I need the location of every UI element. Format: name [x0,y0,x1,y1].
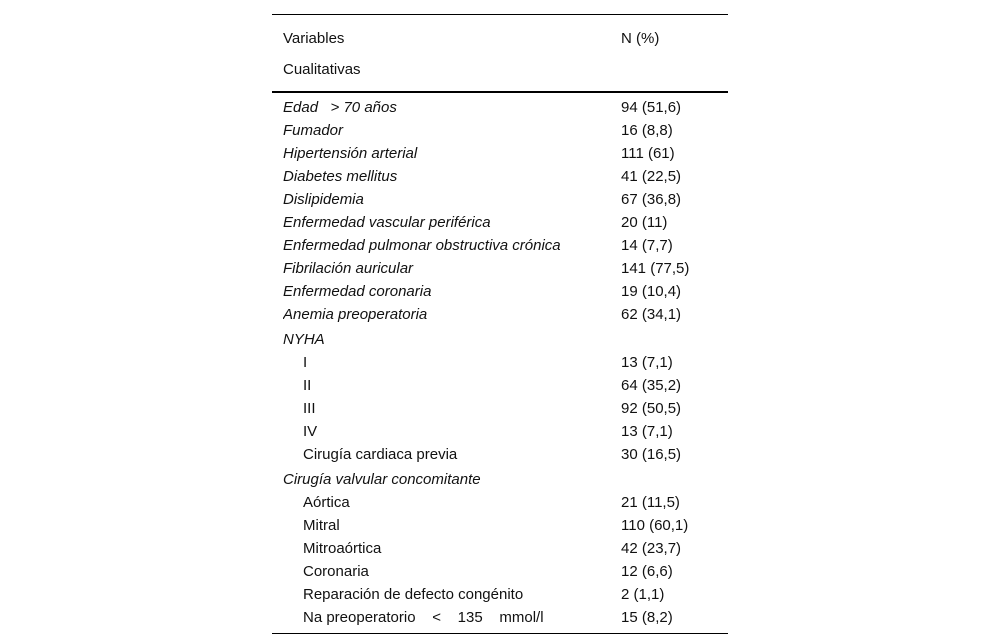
row-label: Edad > 70 años [283,99,397,116]
row-value: 20 (11) [621,214,668,231]
row-value: 92 (50,5) [621,400,682,417]
table-row: Anemia preoperatoria 62 (34,1) [272,303,728,326]
row-value: 13 (7,1) [621,354,673,371]
table-row: Mitral 110 (60,1) [272,514,728,537]
row-value: 41 (22,5) [621,168,682,185]
table-row: IV 13 (7,1) [272,420,728,443]
table-row: Fumador 16 (8,8) [272,119,728,142]
row-label: Coronaria [303,563,369,580]
row-value: 67 (36,8) [621,191,682,208]
table-row: Hipertensión arterial 111 (61) [272,142,728,165]
row-value: 2 (1,1) [621,586,665,603]
table-row: Fibrilación auricular 141 (77,5) [272,257,728,280]
row-value: 110 (60,1) [621,517,689,534]
header-n-percent-column: N (%) [621,30,660,47]
row-value: 111 (61) [621,145,675,162]
row-label: Cirugía cardiaca previa [303,446,458,463]
row-label: Anemia preoperatoria [283,306,428,323]
row-value: 62 (34,1) [621,306,682,323]
row-label: Mitroaórtica [303,540,382,557]
row-value: 21 (11,5) [621,494,680,511]
row-value: 42 (23,7) [621,540,682,557]
table-row: Enfermedad coronaria 19 (10,4) [272,280,728,303]
table-body: Edad > 70 años 94 (51,6) Fumador 16 (8,8) Hi… [272,93,728,633]
row-label: Enfermedad vascular periférica [283,214,491,231]
table-row: II 64 (35,2) [272,374,728,397]
table-row: Aórtica 21 (11,5) [272,491,728,514]
row-label: Aórtica [303,494,350,511]
header-variables-column: Variables Cualitativas [283,23,621,85]
row-value: 15 (8,2) [621,609,673,626]
row-label: IV [303,423,318,440]
row-label: Enfermedad coronaria [283,283,432,300]
table-row: NYHA [272,328,728,351]
row-label: Diabetes mellitus [283,168,398,185]
table-row: Cirugía valvular concomitante [272,468,728,491]
row-value: 64 (35,2) [621,377,682,394]
table-row: Enfermedad vascular periférica 20 (11) [272,211,728,234]
header-variables-line2: Cualitativas [283,61,361,78]
row-value: 94 (51,6) [621,99,682,116]
table-header: Variables Cualitativas N (%) [272,15,728,93]
table-row: I 13 (7,1) [272,351,728,374]
row-label: NYHA [283,331,325,348]
table-row: Enfermedad pulmonar obstructiva crónica 1… [272,234,728,257]
row-value: 14 (7,7) [621,237,673,254]
table-row: Cirugía cardiaca previa 30 (16,5) [272,443,728,466]
row-value: 13 (7,1) [621,423,673,440]
row-label: Fumador [283,122,344,139]
row-label: Fibrilación auricular [283,260,414,277]
table-row: Na preoperatorio < 135 mmol/l 15 (8,2) [272,606,728,629]
row-label: III [303,400,316,417]
table-row: III 92 (50,5) [272,397,728,420]
row-value: 19 (10,4) [621,283,682,300]
row-value: 30 (16,5) [621,446,682,463]
row-value: 141 (77,5) [621,260,690,277]
row-label: Enfermedad pulmonar obstructiva crónica [283,237,561,254]
row-value: 12 (6,6) [621,563,673,580]
table-row: Edad > 70 años 94 (51,6) [272,96,728,119]
row-label: Dislipidemia [283,191,364,208]
row-label: Na preoperatorio < 135 mmol/l [303,609,544,626]
header-variables-line1: Variables [283,30,345,47]
row-label: II [303,377,312,394]
row-label: Mitral [303,517,340,534]
row-label: I [303,354,308,371]
row-label: Reparación de defecto congénito [303,586,524,603]
qualitative-variables-table: Variables Cualitativas N (%) Edad > 70 a… [272,14,728,634]
table-row: Dislipidemia 67 (36,8) [272,188,728,211]
row-value: 16 (8,8) [621,122,673,139]
row-label: Hipertensión arterial [283,145,418,162]
table-row: Reparación de defecto congénito 2 (1,1) [272,583,728,606]
table-row: Diabetes mellitus 41 (22,5) [272,165,728,188]
table-row: Mitroaórtica 42 (23,7) [272,537,728,560]
row-label: Cirugía valvular concomitante [283,471,481,488]
table-row: Coronaria 12 (6,6) [272,560,728,583]
